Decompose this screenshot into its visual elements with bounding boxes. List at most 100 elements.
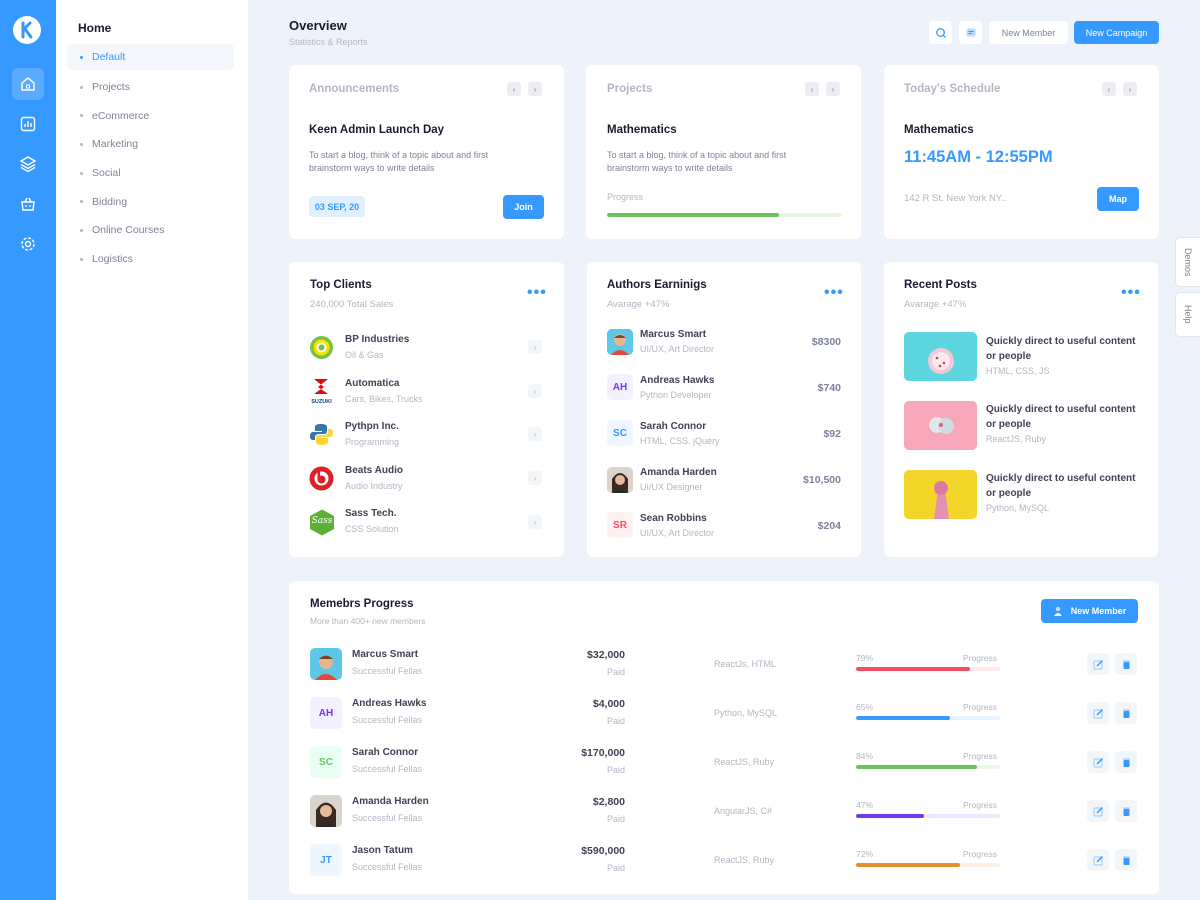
edit-button[interactable] <box>1087 800 1109 822</box>
edit-icon <box>1093 708 1103 718</box>
progress-percent: 84% <box>856 751 874 761</box>
beats-logo-icon <box>309 466 334 491</box>
chevron-right-icon[interactable]: › <box>528 471 542 485</box>
list-item[interactable]: Quickly direct to useful content or peop… <box>986 334 1141 376</box>
delete-button[interactable] <box>1115 702 1137 724</box>
help-tab[interactable]: Help <box>1175 292 1200 337</box>
sidebar-item-online-courses[interactable]: Online Courses <box>67 216 234 245</box>
more-dots-icon[interactable]: ••• <box>527 284 547 301</box>
bullet-icon <box>80 85 83 89</box>
card-heading: Today's Schedule <box>904 83 1001 95</box>
map-button[interactable]: Map <box>1097 187 1139 211</box>
sidebar-item-logistics[interactable]: Logistics <box>67 245 234 274</box>
member-tech: ReactJs, HTML <box>714 659 777 669</box>
list-item: Sass Tech. CSS Solution <box>345 508 399 534</box>
edit-button[interactable] <box>1087 751 1109 773</box>
tab-label: Demos <box>1183 247 1193 277</box>
new-campaign-button[interactable]: New Campaign <box>1074 21 1159 44</box>
progress-label: Progress <box>607 192 644 202</box>
search-button[interactable] <box>929 21 952 44</box>
list-item: BP Industries Oil & Gas <box>345 334 409 360</box>
project-progress-fill <box>607 213 779 217</box>
edit-button[interactable] <box>1087 849 1109 871</box>
edit-icon <box>1093 806 1103 816</box>
bullet-icon <box>80 228 83 232</box>
author-name: Sarah Connor <box>640 421 707 432</box>
sidebar-section-title: Home <box>78 21 112 35</box>
chart-icon[interactable] <box>12 108 44 140</box>
progress-label: Progress <box>963 702 998 712</box>
author-role: UI/UX Designer <box>640 482 703 492</box>
home-icon[interactable] <box>12 68 44 100</box>
edit-button[interactable] <box>1087 653 1109 675</box>
tab-label: Help <box>1183 305 1193 324</box>
schedule-title: Mathematics <box>904 124 974 136</box>
progress-percent: 65% <box>856 702 874 712</box>
trash-icon <box>1122 807 1130 816</box>
new-member-header-button[interactable]: New Member <box>989 21 1068 44</box>
next-arrow-icon[interactable]: › <box>826 82 840 96</box>
sidebar-item-default[interactable]: Default <box>67 44 234 70</box>
post-title[interactable]: Quickly direct to useful content or peop… <box>986 336 1136 362</box>
post-title[interactable]: Quickly direct to useful content or peop… <box>986 473 1136 499</box>
edit-button[interactable] <box>1087 702 1109 724</box>
basket-icon[interactable] <box>12 188 44 220</box>
sidebar-item-ecommerce[interactable]: eCommerce <box>67 101 234 130</box>
sidebar-item-projects[interactable]: Projects <box>67 73 234 102</box>
messages-button[interactable] <box>959 21 982 44</box>
suzuki-logo-icon: SUZUKI <box>309 377 334 407</box>
layers-icon[interactable] <box>12 148 44 180</box>
delete-button[interactable] <box>1115 751 1137 773</box>
post-title[interactable]: Quickly direct to useful content or peop… <box>986 404 1136 430</box>
paid-label: Paid <box>606 765 625 775</box>
more-dots-icon[interactable]: ••• <box>824 284 844 301</box>
prev-arrow-icon[interactable]: ‹ <box>1102 82 1116 96</box>
amount-cell: $2,800 Paid <box>525 795 625 829</box>
prev-arrow-icon[interactable]: ‹ <box>507 82 521 96</box>
page-subtitle: Statistics & Reports <box>289 37 368 47</box>
sidebar-item-label: Marketing <box>92 138 139 151</box>
next-arrow-icon[interactable]: › <box>528 82 542 96</box>
post-thumbnail[interactable] <box>904 470 977 519</box>
chevron-right-icon[interactable]: › <box>528 340 542 354</box>
project-progress-bar <box>607 213 842 217</box>
delete-button[interactable] <box>1115 653 1137 675</box>
user-add-icon <box>1053 606 1062 616</box>
recent-posts-card: Recent Posts Avarage +47% ••• Quickly di… <box>884 262 1158 557</box>
author-name: Amanda Harden <box>640 467 717 478</box>
post-thumbnail[interactable] <box>904 332 977 381</box>
sidebar-item-marketing[interactable]: Marketing <box>67 130 234 159</box>
trash-icon <box>1122 758 1130 767</box>
list-item[interactable]: Quickly direct to useful content or peop… <box>986 402 1141 444</box>
chevron-right-icon[interactable]: › <box>528 427 542 441</box>
delete-button[interactable] <box>1115 800 1137 822</box>
next-arrow-icon[interactable]: › <box>1123 82 1137 96</box>
demos-tab[interactable]: Demos <box>1175 237 1200 287</box>
new-member-button[interactable]: New Member <box>1041 599 1138 623</box>
join-button[interactable]: Join <box>503 195 544 219</box>
card-heading: Projects <box>607 83 653 95</box>
list-item: Pythpn Inc. Programming <box>345 421 399 447</box>
more-dots-icon[interactable]: ••• <box>1121 284 1141 301</box>
member-tech: ReactJS, Ruby <box>714 757 775 767</box>
table-row: Marcus Smart Successful Fellas $32,000 P… <box>289 648 1159 682</box>
avatar <box>310 648 342 680</box>
sidebar-item-social[interactable]: Social <box>67 159 234 188</box>
card-heading: Announcements <box>309 83 400 95</box>
author-name: Andreas Hawks <box>640 375 715 386</box>
gear-icon[interactable] <box>12 228 44 260</box>
paid-label: Paid <box>606 667 625 677</box>
announcement-text: To start a blog, think of a topic about … <box>309 150 489 173</box>
chevron-right-icon[interactable]: › <box>528 384 542 398</box>
sidebar-item-bidding[interactable]: Bidding <box>67 187 234 216</box>
sidebar-item-label: Logistics <box>92 253 133 266</box>
chevron-right-icon[interactable]: › <box>528 515 542 529</box>
bp-logo-icon <box>309 335 334 360</box>
logo-icon[interactable] <box>13 16 41 44</box>
list-item[interactable]: Quickly direct to useful content or peop… <box>986 471 1141 513</box>
post-thumbnail[interactable] <box>904 401 977 450</box>
delete-button[interactable] <box>1115 849 1137 871</box>
client-industry: CSS Solution <box>345 524 399 534</box>
authors-earnings-card: Authors Earninigs Avarage +47% ••• Marcu… <box>587 262 861 557</box>
prev-arrow-icon[interactable]: ‹ <box>805 82 819 96</box>
